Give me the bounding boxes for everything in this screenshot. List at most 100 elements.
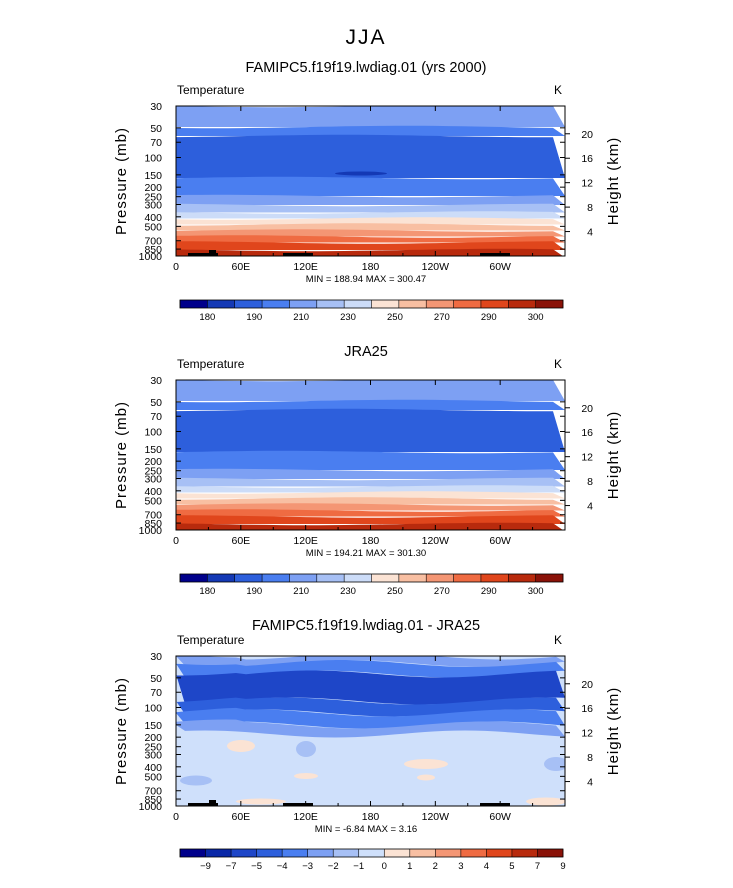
- colorbar-swatch: [289, 574, 318, 582]
- contour-warm: [417, 774, 435, 781]
- colorbar-label: 300: [528, 586, 544, 597]
- colorbar-label: −3: [302, 861, 313, 872]
- x-tick-label: 0: [173, 535, 179, 547]
- contour-band: [176, 485, 565, 493]
- y-tick-label: 200: [144, 456, 162, 468]
- topography: [188, 803, 218, 806]
- contour-band: [176, 497, 565, 505]
- colorbar-swatch: [234, 300, 263, 308]
- y-axis-title: Pressure (mb): [113, 401, 130, 509]
- contour-band: [176, 211, 565, 219]
- panel-title: FAMIPC5.f19f19.lwdiag.01 (yrs 2000): [246, 60, 487, 76]
- colorbar-swatch: [453, 574, 482, 582]
- colorbar-frame: [179, 848, 564, 858]
- contour-band: [176, 503, 565, 511]
- contour-band: [176, 134, 565, 178]
- colorbar-swatch: [262, 574, 290, 582]
- contour-band: [176, 515, 565, 524]
- field-contours: [176, 380, 565, 530]
- colorbar-label: 210: [293, 312, 309, 323]
- colorbar-label: 7: [535, 861, 540, 872]
- colorbar-label: −9: [200, 861, 211, 872]
- y-tick-label: 1000: [139, 525, 163, 537]
- colorbar: 180 190 210 230 250 270 290 300: [179, 299, 564, 323]
- y-tick-label: 30: [150, 101, 162, 113]
- y-tick-label: 100: [144, 703, 162, 715]
- colorbar-swatch: [535, 300, 564, 308]
- contour-band: [176, 522, 563, 530]
- contour-band: [176, 229, 565, 237]
- y-tick-label: 700: [144, 236, 162, 248]
- colorbar-swatch: [207, 574, 236, 582]
- colorbar-label: 180: [199, 586, 215, 597]
- colorbar-label: 290: [481, 312, 497, 323]
- colorbar-swatch: [333, 849, 360, 857]
- y-tick-label: 500: [144, 495, 162, 507]
- y-tick-label: 30: [150, 375, 162, 387]
- y2-tick-label: 12: [581, 452, 593, 464]
- contour-band: [176, 660, 565, 678]
- colorbar-swatch: [205, 849, 232, 857]
- colorbar-swatch: [344, 300, 372, 308]
- contour-warm: [236, 798, 286, 805]
- colorbar-swatch: [180, 300, 208, 308]
- field-label: Temperature: [177, 357, 245, 371]
- colorbar: 180 190 210 230 250 270 290 300: [179, 573, 564, 597]
- contour-band: [176, 468, 565, 479]
- units-label: K: [554, 633, 562, 647]
- colorbar-swatch: [398, 574, 427, 582]
- contour-band: [176, 248, 563, 256]
- y-tick-label: 200: [144, 732, 162, 744]
- y-tick-label: 30: [150, 651, 162, 663]
- panel-title: JRA25: [344, 344, 388, 360]
- colorbar-swatch: [371, 574, 400, 582]
- contour-band: [176, 408, 565, 452]
- contour-band: [176, 670, 565, 705]
- panel-3: FAMIPC5.f19f19.lwdiag.01 - JRA25 Temperat…: [113, 618, 622, 872]
- contour-band: [176, 719, 565, 738]
- contour-warm: [526, 797, 565, 806]
- y-tick-label: 400: [144, 486, 162, 498]
- field-contours: [176, 656, 565, 806]
- field-label: Temperature: [177, 83, 245, 97]
- contour-band: [176, 235, 565, 243]
- y2-tick-label: 8: [587, 476, 593, 488]
- colorbar-swatch: [435, 849, 462, 857]
- colorbar-label: 250: [387, 586, 403, 597]
- x-tick-label: 120E: [293, 535, 318, 547]
- contour-warm: [404, 759, 448, 769]
- y2-tick-label: 20: [581, 403, 593, 415]
- y-axis-title: Pressure (mb): [113, 127, 130, 235]
- y-tick-label: 300: [144, 749, 162, 761]
- contour-band: [176, 491, 565, 499]
- y2-tick-label: 8: [587, 202, 593, 214]
- colorbar-swatch: [316, 300, 345, 308]
- panel-title: FAMIPC5.f19f19.lwdiag.01 - JRA25: [252, 618, 480, 634]
- colorbar-swatch: [262, 300, 290, 308]
- contour-band: [176, 194, 565, 205]
- colorbar-swatch: [289, 300, 318, 308]
- colorbar-frame: [179, 573, 564, 583]
- x-tick-label: 120W: [422, 535, 450, 547]
- contour-band: [176, 176, 565, 196]
- y-tick-label: 850: [144, 794, 162, 806]
- colorbar-swatch: [307, 849, 334, 857]
- y-tick-label: 850: [144, 244, 162, 256]
- y-tick-label: 50: [150, 397, 162, 409]
- contour-band: [176, 223, 565, 231]
- contour-warm: [227, 740, 255, 752]
- min-max-stats: MIN = -6.84 MAX = 3.16: [315, 824, 417, 835]
- colorbar-swatch: [426, 300, 454, 308]
- colorbar-swatch: [282, 849, 308, 857]
- colorbar-swatch: [535, 574, 564, 582]
- contour-band: [176, 477, 565, 487]
- y-tick-label: 50: [150, 123, 162, 135]
- y-tick-label: 400: [144, 762, 162, 774]
- y-tick-label: 700: [144, 510, 162, 522]
- contour-band: [176, 217, 565, 225]
- topography: [188, 253, 218, 256]
- colorbar-swatch: [384, 849, 411, 857]
- contour-band: [176, 125, 565, 136]
- units-label: K: [554, 357, 562, 371]
